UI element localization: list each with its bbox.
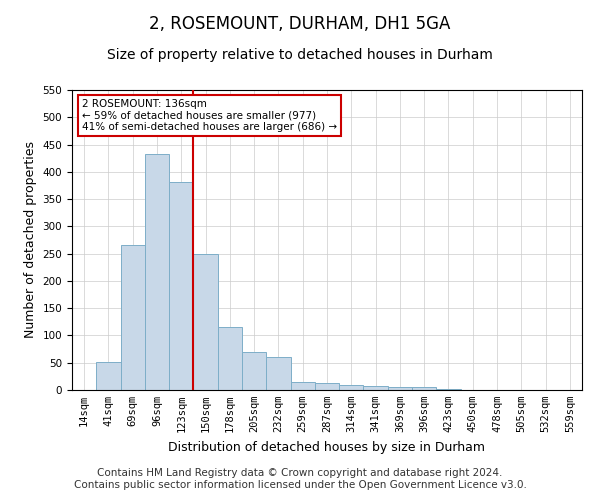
Text: 2 ROSEMOUNT: 136sqm
← 59% of detached houses are smaller (977)
41% of semi-detac: 2 ROSEMOUNT: 136sqm ← 59% of detached ho… (82, 99, 337, 132)
Bar (364, 386, 388, 390)
Bar (193, 254, 218, 390)
Bar (412, 388, 436, 390)
Y-axis label: Number of detached properties: Number of detached properties (24, 142, 37, 338)
Bar (339, 384, 364, 390)
Bar (315, 383, 339, 390)
Bar (145, 154, 169, 390)
Bar (169, 182, 193, 390)
Bar (96, 362, 121, 390)
Bar (242, 352, 266, 390)
Bar (436, 389, 461, 390)
Text: 2, ROSEMOUNT, DURHAM, DH1 5GA: 2, ROSEMOUNT, DURHAM, DH1 5GA (149, 15, 451, 33)
Text: Size of property relative to detached houses in Durham: Size of property relative to detached ho… (107, 48, 493, 62)
Bar (290, 382, 315, 390)
Bar (121, 246, 145, 390)
Bar (266, 358, 290, 390)
Text: Contains HM Land Registry data © Crown copyright and database right 2024.
Contai: Contains HM Land Registry data © Crown c… (74, 468, 526, 490)
X-axis label: Distribution of detached houses by size in Durham: Distribution of detached houses by size … (169, 440, 485, 454)
Bar (218, 328, 242, 390)
Bar (388, 386, 412, 390)
